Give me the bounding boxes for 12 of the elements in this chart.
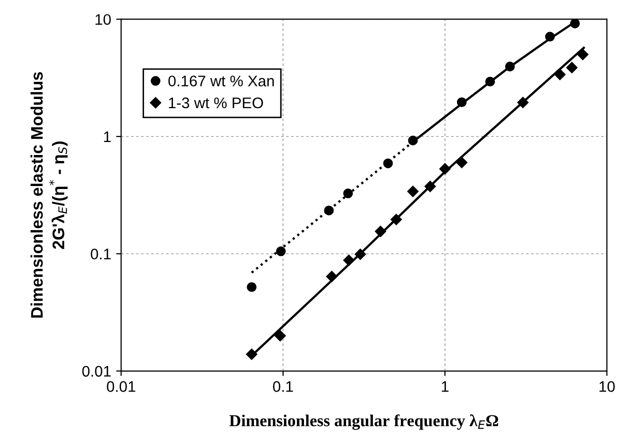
y-axis-title: Dimensionless elastic Modulus 2G'λ$_{E}$/(η$^{*}$ - η$_{S}$)	[30, 72, 68, 318]
x-tick-label: 10	[600, 381, 615, 392]
x-tick-label: 1	[442, 381, 448, 392]
x-axis-title: Dimensionless angular frequency λ$_{E}$Ω	[229, 414, 498, 430]
y-tick-label: 0.1	[90, 248, 111, 260]
legend-label: 1-3 wt % PEO	[168, 97, 263, 108]
y-tick-label: 0.01	[82, 366, 111, 377]
y-tick-label: 1	[104, 132, 111, 142]
legend-label: 0.167 wt % Xan	[168, 76, 274, 86]
x-tick-label: 0.01	[106, 381, 136, 392]
y-tick-label: 10	[96, 14, 111, 25]
x-tick-label: 0.1	[273, 381, 293, 392]
